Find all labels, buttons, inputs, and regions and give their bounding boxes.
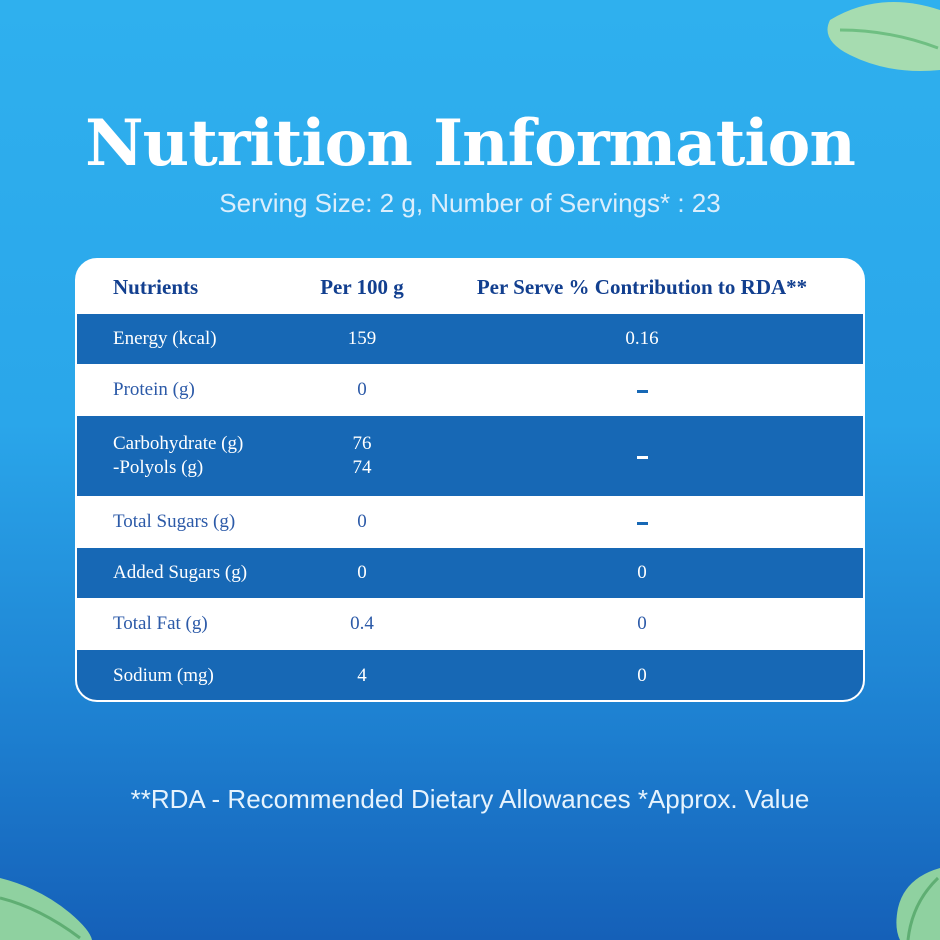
nutrition-table: Nutrients Per 100 g Per Serve % Contribu… [75,258,865,702]
mint-leaf-bottom-right-image [896,868,940,940]
serving-info: Serving Size: 2 g, Number of Servings* :… [219,188,721,218]
rda-value: 0 [637,613,647,634]
mint-leaf-top-right-image [827,2,940,71]
per-100g-value: 0 [357,379,367,400]
header-rda: Per Serve % Contribution to RDA** [476,274,808,299]
rda-value [457,496,827,548]
rda-value: 0 [637,665,647,686]
footnote: **RDA - Recommended Dietary Allowances *… [130,784,810,814]
table-row: Sodium (mg) 4 0 [77,650,863,700]
header-nutrients: Nutrients [113,274,199,299]
nutrient-name: Carbohydrate (g) [113,433,244,454]
rda-value: 0 [637,562,647,583]
mint-leaf-bottom-left-image [0,878,92,940]
nutrient-name: Sodium (mg) [113,665,214,686]
nutrient-name: Energy (kcal) [113,328,217,349]
header-per-100g: Per 100 g [320,274,404,299]
per-100g-value: 159 [347,328,377,349]
nutrient-name: Protein (g) [113,379,195,400]
nutrient-name: Added Sugars (g) [113,562,248,583]
per-100g-subvalue: 74 [352,457,372,478]
nutrient-subname: -Polyols (g) [113,457,204,478]
rda-value [457,416,827,496]
per-100g-value: 0.4 [350,613,374,634]
table-row: Carbohydrate (g) -Polyols (g) 76 74 [77,416,863,496]
table-row: Protein (g) 0 [77,364,863,416]
per-100g-value: 4 [357,665,367,686]
per-100g-value: 0 [357,511,367,532]
rda-value [457,364,827,416]
dash-mark [636,455,648,459]
per-100g-value: 0 [357,562,367,583]
table-row: Total Sugars (g) 0 [77,496,863,548]
table-row: Added Sugars (g) 0 0 [77,548,863,598]
per-100g-value: 76 [352,433,372,454]
nutrient-name: Total Fat (g) [113,613,208,634]
dash-mark [636,389,648,393]
nutrient-name: Total Sugars (g) [113,511,236,532]
dash-mark [636,521,648,525]
page-title: Nutrition Information [85,106,856,181]
table-row: Energy (kcal) 159 0.16 [77,314,863,364]
table-header-row: Nutrients Per 100 g Per Serve % Contribu… [77,260,863,314]
rda-value: 0.16 [625,328,659,349]
table-row: Total Fat (g) 0.4 0 [77,598,863,650]
